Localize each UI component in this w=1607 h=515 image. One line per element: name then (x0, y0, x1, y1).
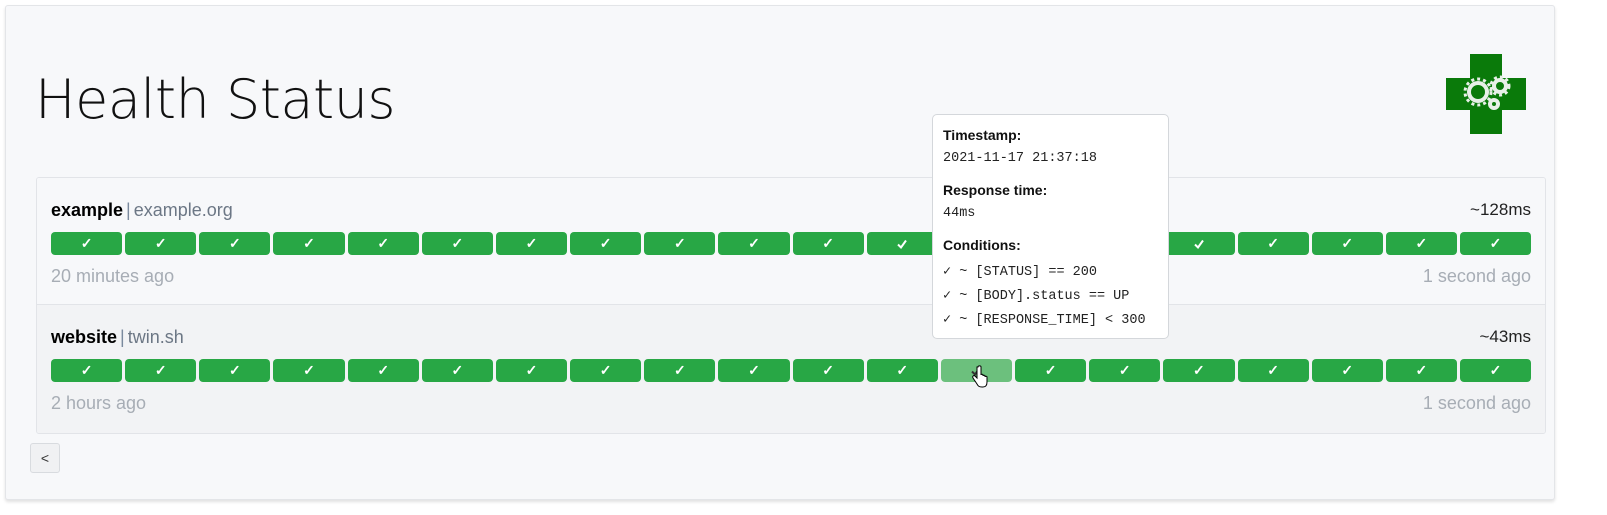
result-bar-success[interactable]: ✓ (125, 232, 197, 255)
average-response-time: ~43ms (1479, 327, 1532, 346)
separator: | (120, 327, 125, 347)
result-bar-success[interactable]: ✓ (421, 359, 493, 382)
result-bar-success[interactable]: ✓ (1237, 359, 1309, 382)
result-bar-success[interactable]: ✓ (1237, 232, 1309, 255)
result-bar-success[interactable]: ✓ (1459, 359, 1532, 382)
check-icon (1194, 240, 1204, 250)
response-time-label: Response time: (943, 182, 1048, 198)
service-row-website: website | twin.sh ~43ms ✓ ✓ ✓ ✓ ✓ ✓ ✓ ✓ ✓ ✓ ✓ ✓ ✓ ✓ ✓ ✓ ✓ ✓… (37, 305, 1545, 433)
result-bar-success[interactable] (866, 232, 938, 255)
condition-item: ✓ ~ [RESPONSE_TIME] < 300 (943, 313, 1146, 328)
result-bar-success[interactable]: ✓ (1459, 232, 1532, 255)
result-bars: ✓ ✓ ✓ ✓ ✓ ✓ ✓ ✓ ✓ ✓ ✓ ✓ ✓ ✓ ✓ (51, 232, 1532, 255)
result-tooltip: Timestamp: 2021-11-17 21:37:18 Response … (932, 114, 1169, 339)
result-bar-success[interactable]: ✓ (495, 232, 568, 255)
service-row-example: example | example.org ~128ms ✓ ✓ ✓ ✓ ✓ ✓ ✓ ✓ ✓ ✓ ✓ ✓ ✓… (37, 178, 1545, 305)
result-bar-success[interactable]: ✓ (570, 359, 642, 382)
hand-pointer-cursor-icon (972, 365, 988, 388)
result-bar-success[interactable]: ✓ (570, 232, 642, 255)
newest-result-time: 1 second ago (1422, 266, 1531, 286)
result-bar-success[interactable]: ✓ (51, 359, 123, 382)
result-bar-success[interactable]: ✓ (199, 232, 271, 255)
result-bar-success[interactable]: ✓ (347, 232, 419, 255)
result-bar-success[interactable]: ✓ (51, 232, 123, 255)
service-host: twin.sh (127, 327, 184, 347)
result-bar-success[interactable]: ✓ (421, 232, 493, 255)
result-bar-success[interactable]: ✓ (1089, 359, 1161, 382)
result-bar-success[interactable]: ✓ (495, 359, 568, 382)
condition-item: ✓ ~ [STATUS] == 200 (943, 265, 1097, 280)
result-bar-success[interactable]: ✓ (644, 232, 716, 255)
service-name: example | example.org (51, 200, 233, 221)
service-name: website | twin.sh (51, 327, 184, 348)
response-time-value: 44ms (943, 206, 976, 221)
timestamp-value: 2021-11-17 21:37:18 (943, 151, 1097, 166)
separator: | (126, 200, 131, 220)
health-gears-logo-icon (1446, 54, 1526, 134)
result-bar-success[interactable]: ✓ (1385, 359, 1457, 382)
result-bar-success[interactable]: ✓ (199, 359, 271, 382)
check-icon (897, 240, 908, 250)
service-title: example (51, 200, 124, 220)
result-bar-success[interactable]: ✓ (718, 359, 790, 382)
service-list: example | example.org ~128ms ✓ ✓ ✓ ✓ ✓ ✓ ✓ ✓ ✓ ✓ ✓ ✓ ✓… (36, 177, 1546, 434)
result-bar-success[interactable]: ✓ (792, 232, 864, 255)
service-title: website (51, 327, 118, 347)
service-host: example.org (133, 200, 233, 220)
result-bar-success[interactable]: ✓ (1163, 359, 1235, 382)
result-bar-success[interactable]: ✓ (125, 359, 197, 382)
timestamp-label: Timestamp: (943, 127, 1022, 143)
result-bar-success[interactable]: ✓ (866, 359, 938, 382)
page-title: Health Status (35, 68, 396, 131)
result-bar-success[interactable]: ✓ (644, 359, 716, 382)
main-card: Health Status example | example.org ~128ms… (5, 5, 1555, 500)
result-bar-success[interactable]: ✓ (347, 359, 419, 382)
previous-page-button[interactable]: < (30, 443, 60, 473)
result-bar-success[interactable]: ✓ (718, 232, 790, 255)
condition-item: ✓ ~ [BODY].status == UP (943, 289, 1130, 304)
result-bar-success[interactable] (1163, 232, 1235, 255)
result-bar-success[interactable]: ✓ (273, 359, 345, 382)
oldest-result-time: 2 hours ago (51, 393, 147, 413)
oldest-result-time: 20 minutes ago (51, 266, 175, 286)
result-bar-success[interactable]: ✓ (1311, 232, 1383, 255)
result-bar-success[interactable]: ✓ (1311, 359, 1383, 382)
result-bar-success[interactable]: ✓ (792, 359, 864, 382)
average-response-time: ~128ms (1470, 200, 1531, 219)
result-bar-success[interactable]: ✓ (1015, 359, 1087, 382)
result-bars: ✓ ✓ ✓ ✓ ✓ ✓ ✓ ✓ ✓ ✓ ✓ ✓ ✓ ✓ ✓ ✓ ✓ ✓ ✓ (51, 359, 1532, 382)
conditions-label: Conditions: (943, 237, 1021, 253)
result-bar-success[interactable]: ✓ (273, 232, 345, 255)
newest-result-time: 1 second ago (1422, 393, 1531, 413)
result-bar-success[interactable]: ✓ (1385, 232, 1457, 255)
